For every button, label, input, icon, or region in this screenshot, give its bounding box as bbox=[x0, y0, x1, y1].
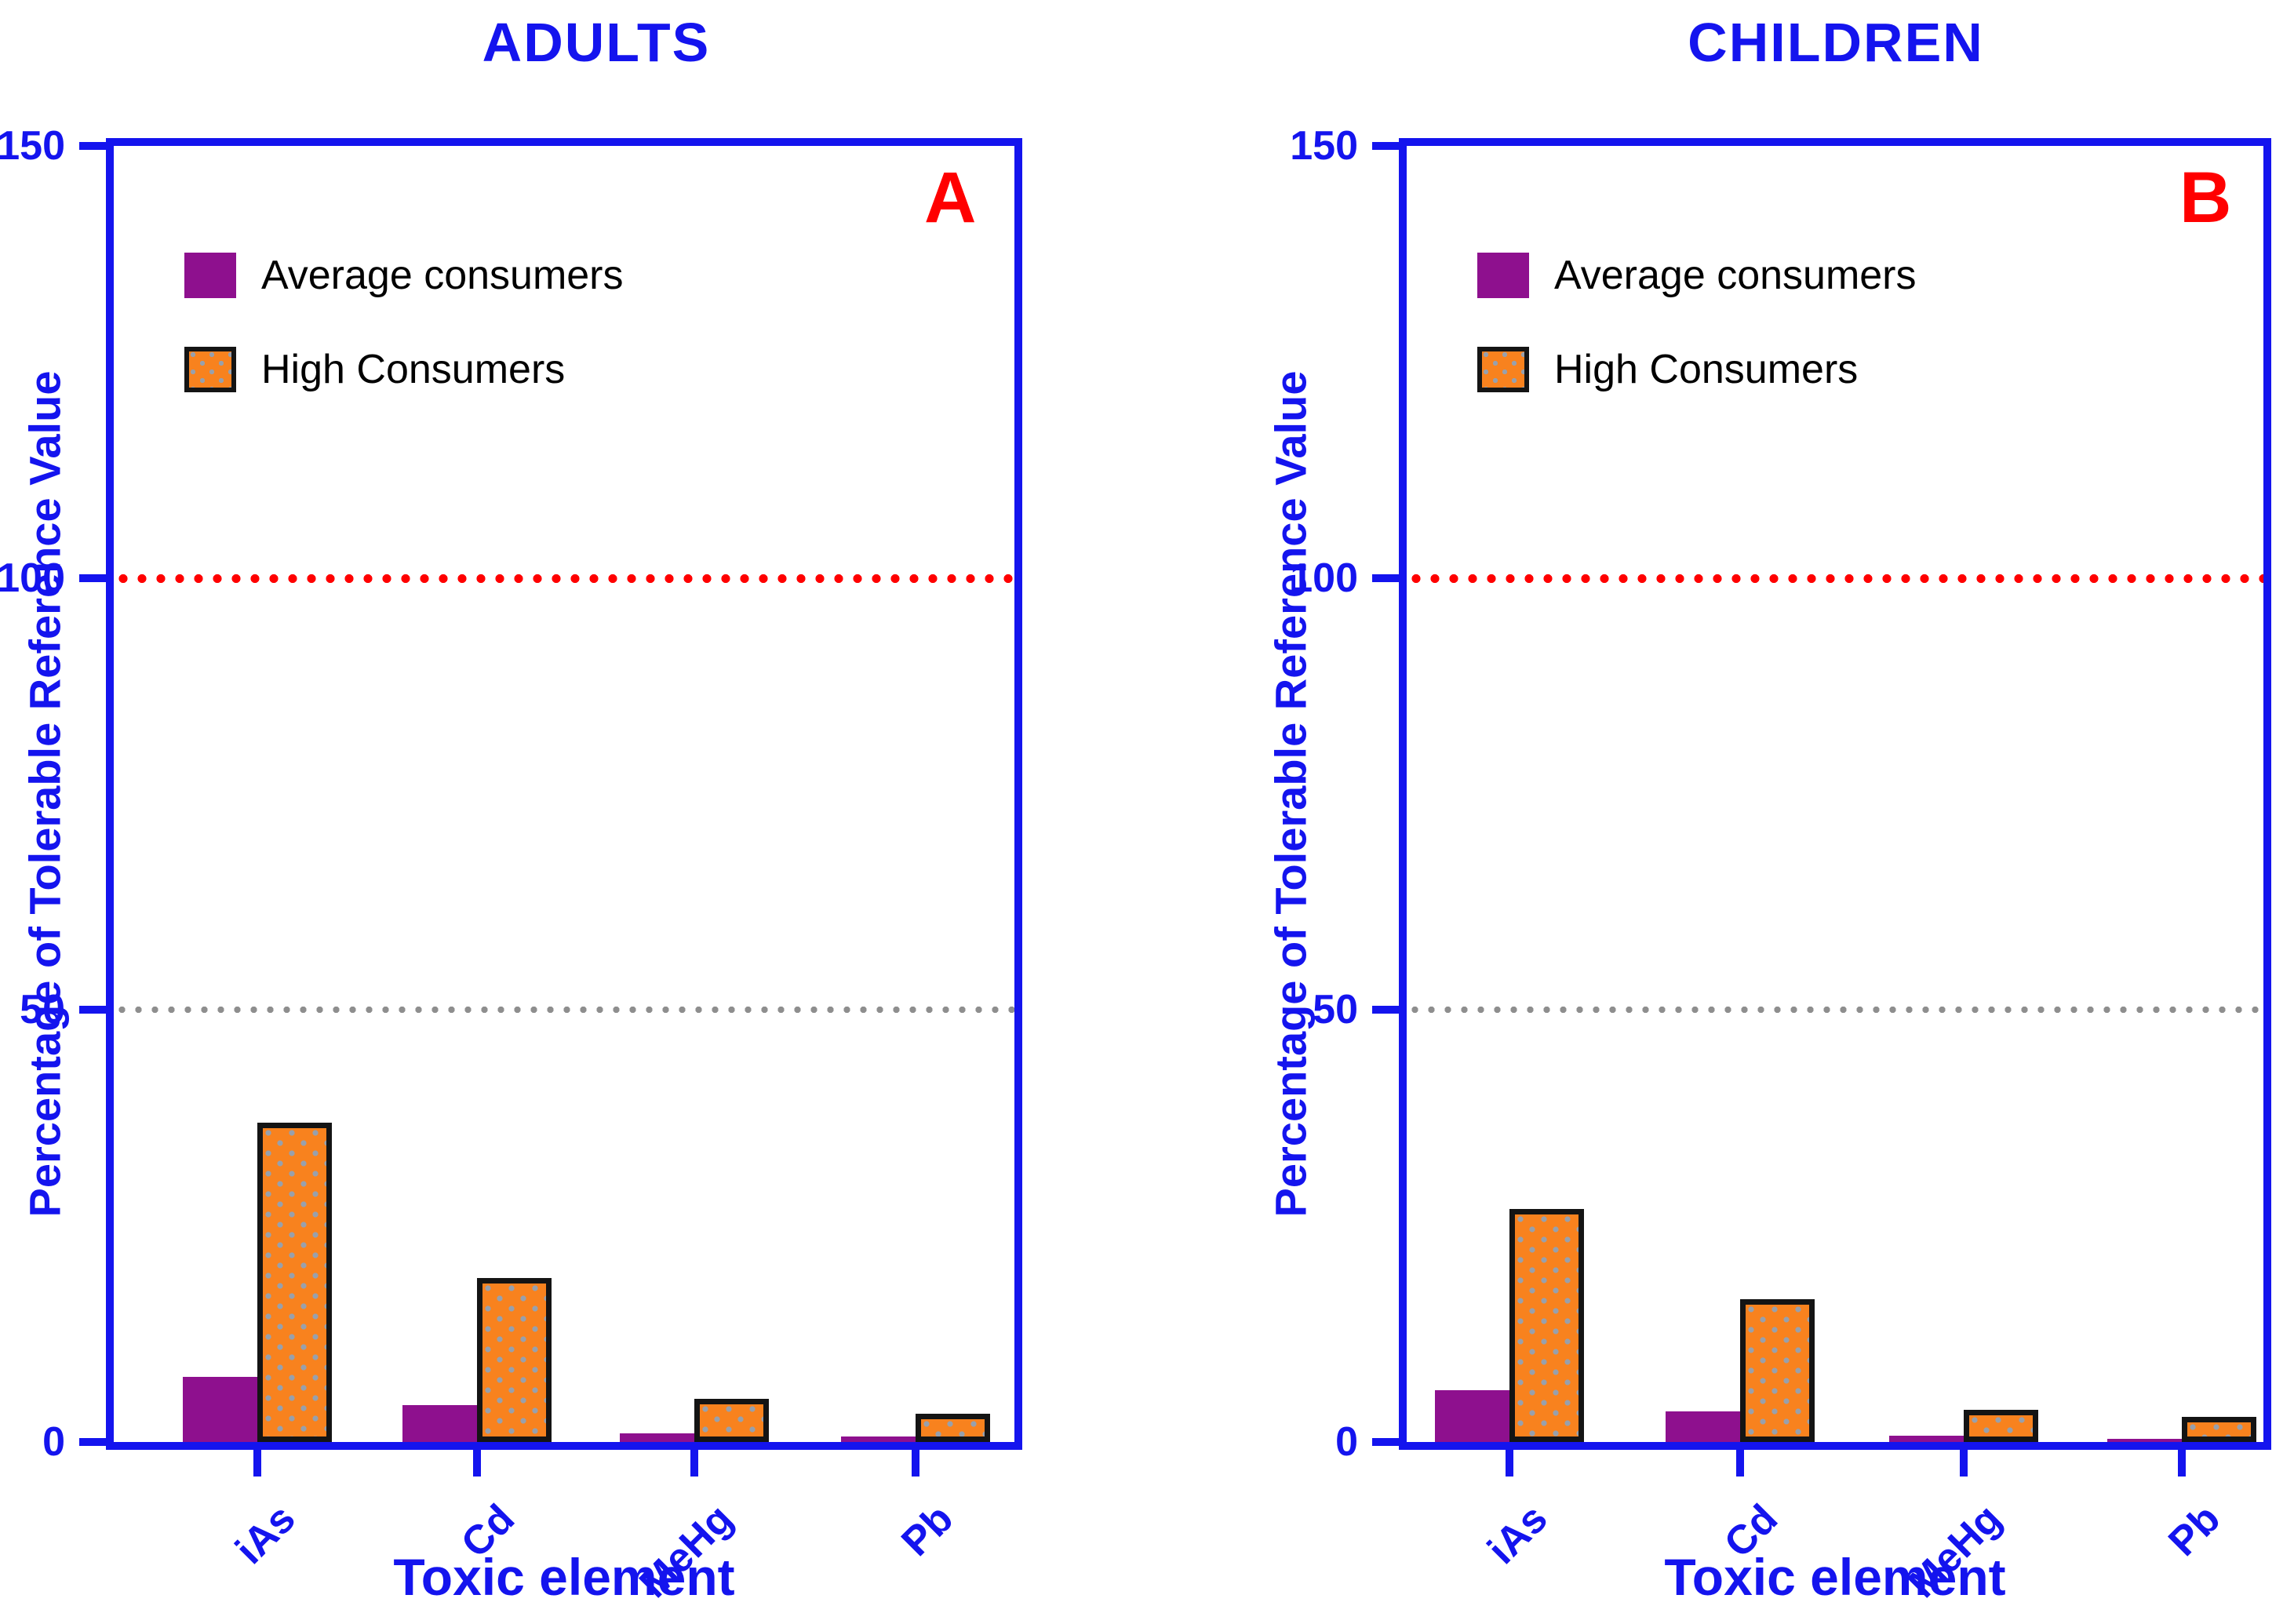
legend-swatch-high-consumers bbox=[1477, 347, 1529, 392]
reference-line-100 bbox=[114, 573, 1014, 584]
y-axis-tick-label-50: 50 bbox=[20, 987, 65, 1033]
bar-adults-cd-high-consumers bbox=[476, 1277, 552, 1442]
y-axis-tick-50 bbox=[79, 1006, 106, 1014]
bar-adults-ias-high-consumers bbox=[257, 1122, 332, 1442]
bar-children-pb-high-consumers bbox=[2182, 1417, 2257, 1442]
legend-adults: Average consumers High Consumers bbox=[184, 249, 781, 438]
bar-adults-mehg-average-consumers bbox=[620, 1433, 695, 1442]
bar-children-ias-average-consumers bbox=[1435, 1389, 1510, 1442]
y-axis-tick-0 bbox=[79, 1438, 106, 1446]
y-axis-tick-100 bbox=[79, 573, 106, 582]
y-axis-tick-label-0: 0 bbox=[1335, 1419, 1358, 1465]
reference-line-100 bbox=[1407, 573, 2263, 584]
y-axis-tick-label-50: 50 bbox=[1313, 987, 1358, 1033]
x-axis-tick-ias bbox=[1506, 1450, 1514, 1477]
bar-children-pb-average-consumers bbox=[2107, 1439, 2183, 1442]
panel-label-a: A bbox=[924, 158, 977, 238]
legend-item-average: Average consumers bbox=[1477, 249, 2074, 304]
y-axis-tick-label-150: 150 bbox=[1290, 123, 1358, 169]
bar-adults-cd-average-consumers bbox=[402, 1404, 477, 1442]
legend-label-average-consumers: Average consumers bbox=[261, 253, 624, 298]
legend-swatch-average-consumers bbox=[184, 253, 236, 298]
bar-adults-ias-average-consumers bbox=[182, 1377, 257, 1442]
bar-adults-mehg-high-consumers bbox=[694, 1398, 770, 1442]
legend-item-average: Average consumers bbox=[184, 249, 781, 304]
bar-children-ias-high-consumers bbox=[1509, 1208, 1585, 1442]
x-axis-tick-cd bbox=[1735, 1450, 1744, 1477]
legend-label-average-consumers: Average consumers bbox=[1554, 253, 1917, 298]
legend-children: Average consumers High Consumers bbox=[1477, 249, 2074, 438]
legend-swatch-average-consumers bbox=[1477, 253, 1529, 298]
bar-children-mehg-high-consumers bbox=[1963, 1410, 2038, 1442]
legend-label-high-consumers: High Consumers bbox=[1554, 347, 1859, 392]
x-axis-tick-ias bbox=[253, 1450, 261, 1477]
bar-children-cd-high-consumers bbox=[1739, 1299, 1815, 1442]
chart-title-adults: ADULTS bbox=[482, 12, 711, 73]
y-axis-tick-label-100: 100 bbox=[0, 555, 65, 601]
y-axis-tick-150 bbox=[79, 142, 106, 150]
y-axis-tick-0 bbox=[1372, 1438, 1399, 1446]
legend-item-high: High Consumers bbox=[184, 344, 781, 399]
y-axis-title-children: Percentage of Tolerable Reference Value bbox=[1265, 370, 1316, 1218]
y-axis-tick-label-100: 100 bbox=[1290, 555, 1358, 601]
legend-swatch-high-consumers bbox=[184, 347, 236, 392]
y-axis-tick-label-0: 0 bbox=[42, 1419, 65, 1465]
y-axis-tick-150 bbox=[1372, 142, 1399, 150]
x-axis-title-children: Toxic element bbox=[1664, 1548, 2006, 1606]
reference-line-50 bbox=[1407, 1006, 2263, 1014]
x-axis-tick-mehg bbox=[690, 1450, 699, 1477]
x-axis-tick-pb bbox=[911, 1450, 919, 1477]
legend-item-high: High Consumers bbox=[1477, 344, 2074, 399]
x-axis-title-adults: Toxic element bbox=[393, 1548, 735, 1606]
plot-area-adults bbox=[114, 146, 1014, 1442]
x-axis-tick-mehg bbox=[1959, 1450, 1968, 1477]
y-axis-tick-50 bbox=[1372, 1006, 1399, 1014]
panel-label-b: B bbox=[2179, 158, 2232, 238]
plot-area-children bbox=[1407, 146, 2263, 1442]
y-axis-tick-100 bbox=[1372, 573, 1399, 582]
bar-children-cd-average-consumers bbox=[1665, 1411, 1740, 1442]
plot-frame-children bbox=[1399, 138, 2271, 1450]
reference-line-50 bbox=[114, 1006, 1014, 1014]
x-axis-tick-cd bbox=[472, 1450, 481, 1477]
plot-frame-adults bbox=[106, 138, 1022, 1450]
bar-adults-pb-average-consumers bbox=[840, 1436, 916, 1442]
legend-label-high-consumers: High Consumers bbox=[261, 347, 566, 392]
bar-adults-pb-high-consumers bbox=[915, 1413, 990, 1442]
x-axis-tick-pb bbox=[2178, 1450, 2187, 1477]
bar-children-mehg-average-consumers bbox=[1888, 1436, 1964, 1442]
chart-title-children: CHILDREN bbox=[1688, 12, 1984, 73]
y-axis-tick-label-150: 150 bbox=[0, 123, 65, 169]
